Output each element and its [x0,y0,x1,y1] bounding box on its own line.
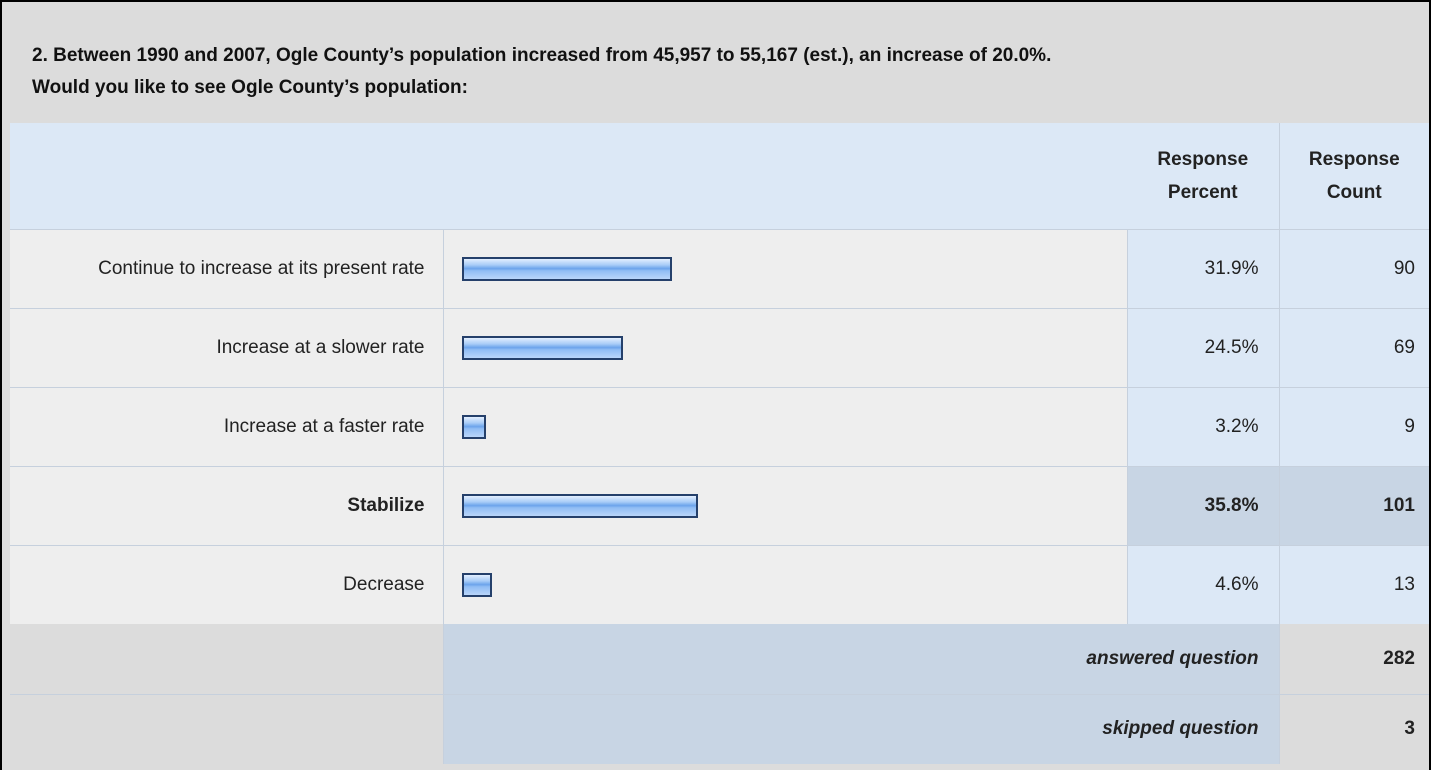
response-count-value: 90 [1279,228,1429,308]
response-percent-value: 4.6% [1127,544,1280,624]
answer-option-label: Increase at a slower rate [10,307,444,387]
answer-row: Increase at a faster rate 3.2% 9 [10,386,1429,466]
bar-cell [443,544,1128,624]
bar-cell [443,228,1128,308]
response-bar [461,335,623,360]
header-row: Response Percent Response Count [10,123,1429,229]
answered-question-label: answered question [443,624,1280,694]
response-bar [461,493,698,518]
answered-question-count: 282 [1279,624,1429,694]
response-percent-header-line1: Response [1157,149,1249,170]
header-blank-cell [10,123,1127,229]
question-text-line2: Would you like to see Ogle County’s popu… [32,77,468,98]
response-percent-value: 24.5% [1127,307,1280,387]
answer-row: Increase at a slower rate 24.5% 69 [10,307,1429,387]
bar-cell [443,465,1128,545]
response-percent-value: 3.2% [1127,386,1280,466]
question-header: 2. Between 1990 and 2007, Ogle County’s … [10,10,1425,120]
response-bar [461,414,486,439]
answer-option-label: Continue to increase at its present rate [10,228,444,308]
response-percent-value: 31.9% [1127,228,1280,308]
answer-option-label: Increase at a faster rate [10,386,444,466]
response-percent-header-line2: Percent [1167,182,1238,203]
bar-cell [443,307,1128,387]
question-text-line1: 2. Between 1990 and 2007, Ogle County’s … [32,45,1052,66]
summary-blank-cell [10,693,444,764]
response-count-value: 69 [1279,307,1429,387]
answer-row: Decrease 4.6% 13 [10,544,1429,624]
response-percent-header: Response Percent [1127,123,1280,229]
results-table: Response Percent Response Count Continue… [10,123,1429,764]
response-count-value: 101 [1279,465,1429,545]
skipped-question-count: 3 [1279,693,1429,764]
summary-blank-cell [10,624,444,694]
response-count-header-line1: Response [1308,149,1400,170]
bar-cell [443,386,1128,466]
answer-option-label: Decrease [10,544,444,624]
skipped-question-row: skipped question 3 [10,693,1429,764]
response-bar [461,256,672,281]
answer-row: Stabilize 35.8% 101 [10,465,1429,545]
response-percent-value: 35.8% [1127,465,1280,545]
response-count-header: Response Count [1279,123,1429,229]
skipped-question-label: skipped question [443,693,1280,764]
answer-option-label: Stabilize [10,465,444,545]
response-count-value: 9 [1279,386,1429,466]
response-count-value: 13 [1279,544,1429,624]
response-count-header-line2: Count [1326,182,1382,203]
response-bar [461,572,492,597]
answered-question-row: answered question 282 [10,624,1429,694]
answer-row: Continue to increase at its present rate… [10,228,1429,308]
